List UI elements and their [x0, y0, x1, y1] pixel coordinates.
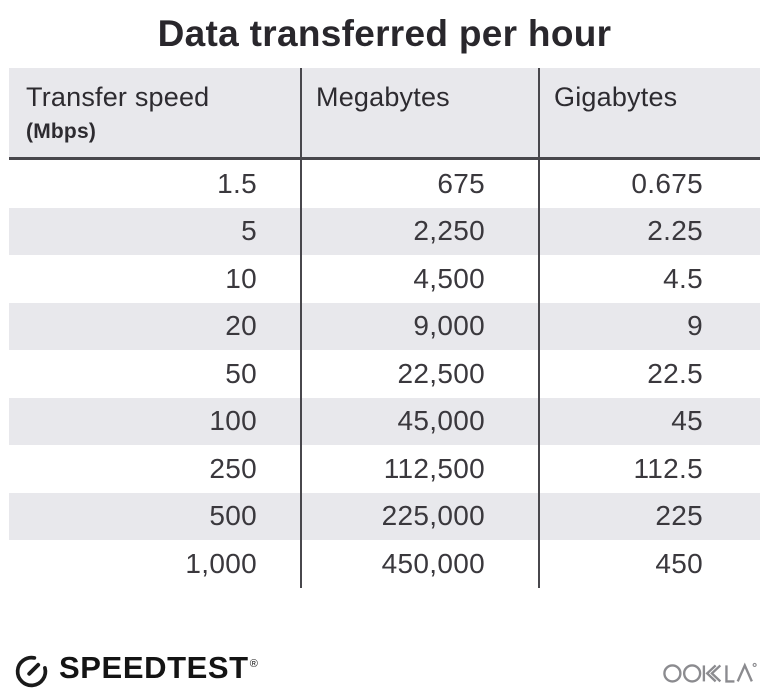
speedtest-logo: SPEEDTEST® — [13, 650, 259, 693]
cell-megabytes: 2,250 — [300, 207, 538, 255]
header-gigabytes-label: Gigabytes — [554, 82, 678, 112]
speedtest-wordmark-text: SPEEDTEST — [59, 650, 249, 685]
table-body: 1.5 675 0.675 5 2,250 2.25 10 4,500 4.5 … — [9, 160, 760, 588]
cell-gigabytes: 22.5 — [538, 350, 760, 398]
cell-gigabytes: 450 — [538, 540, 760, 588]
table-row: 250 112,500 112.5 — [9, 445, 760, 493]
cell-gigabytes: 112.5 — [538, 445, 760, 493]
table-row: 10 4,500 4.5 — [9, 255, 760, 303]
speedtest-gauge-icon — [15, 655, 48, 688]
cell-speed: 1.5 — [217, 167, 257, 199]
ookla-wordmark-icon — [663, 662, 757, 683]
cell-speed: 250 — [209, 452, 257, 484]
table-row: 20 9,000 9 — [9, 302, 760, 350]
cell-gigabytes: 225 — [538, 492, 760, 540]
cell-megabytes: 22,500 — [300, 350, 538, 398]
cell-gigabytes: 45 — [538, 397, 760, 445]
cell-megabytes: 225,000 — [300, 492, 538, 540]
cell-megabytes: 450,000 — [300, 540, 538, 588]
cell-speed: 500 — [209, 500, 257, 532]
cell-gigabytes: 4.5 — [538, 255, 760, 303]
cell-megabytes: 9,000 — [300, 302, 538, 350]
cell-gigabytes: 0.675 — [538, 160, 760, 208]
header-transfer-speed-label: Transfer speed — [26, 82, 210, 112]
header-megabytes-label: Megabytes — [316, 82, 450, 112]
ookla-logo — [663, 659, 757, 690]
cell-speed: 20 — [225, 310, 257, 342]
cell-speed: 50 — [225, 357, 257, 389]
registered-trademark-mark: ® — [249, 658, 259, 670]
cell-gigabytes: 9 — [538, 302, 760, 350]
cell-gigabytes: 2.25 — [538, 207, 760, 255]
header-megabytes: Megabytes — [300, 68, 538, 157]
header-gigabytes: Gigabytes — [538, 68, 760, 157]
cell-megabytes: 675 — [300, 160, 538, 208]
table-row: 1,000 450,000 450 — [9, 540, 760, 588]
table-header-row: Transfer speed (Mbps) Megabytes Gigabyte… — [9, 68, 760, 160]
page-title: Data transferred per hour — [157, 13, 612, 54]
speedtest-wordmark: SPEEDTEST® — [59, 650, 259, 693]
cell-megabytes: 112,500 — [300, 445, 538, 493]
cell-megabytes: 4,500 — [300, 255, 538, 303]
cell-speed: 1,000 — [185, 547, 257, 579]
cell-megabytes: 45,000 — [300, 397, 538, 445]
header-transfer-speed: Transfer speed (Mbps) — [9, 68, 300, 157]
table-row: 5 2,250 2.25 — [9, 207, 760, 255]
table-row: 1.5 675 0.675 — [9, 160, 760, 208]
data-table: Transfer speed (Mbps) Megabytes Gigabyte… — [9, 68, 760, 588]
cell-speed: 10 — [225, 262, 257, 294]
header-mbps-unit: (Mbps) — [26, 120, 97, 143]
cell-speed: 100 — [209, 405, 257, 437]
table-row: 500 225,000 225 — [9, 492, 760, 540]
table-row: 100 45,000 45 — [9, 397, 760, 445]
table-row: 50 22,500 22.5 — [9, 350, 760, 398]
cell-speed: 5 — [241, 215, 257, 247]
